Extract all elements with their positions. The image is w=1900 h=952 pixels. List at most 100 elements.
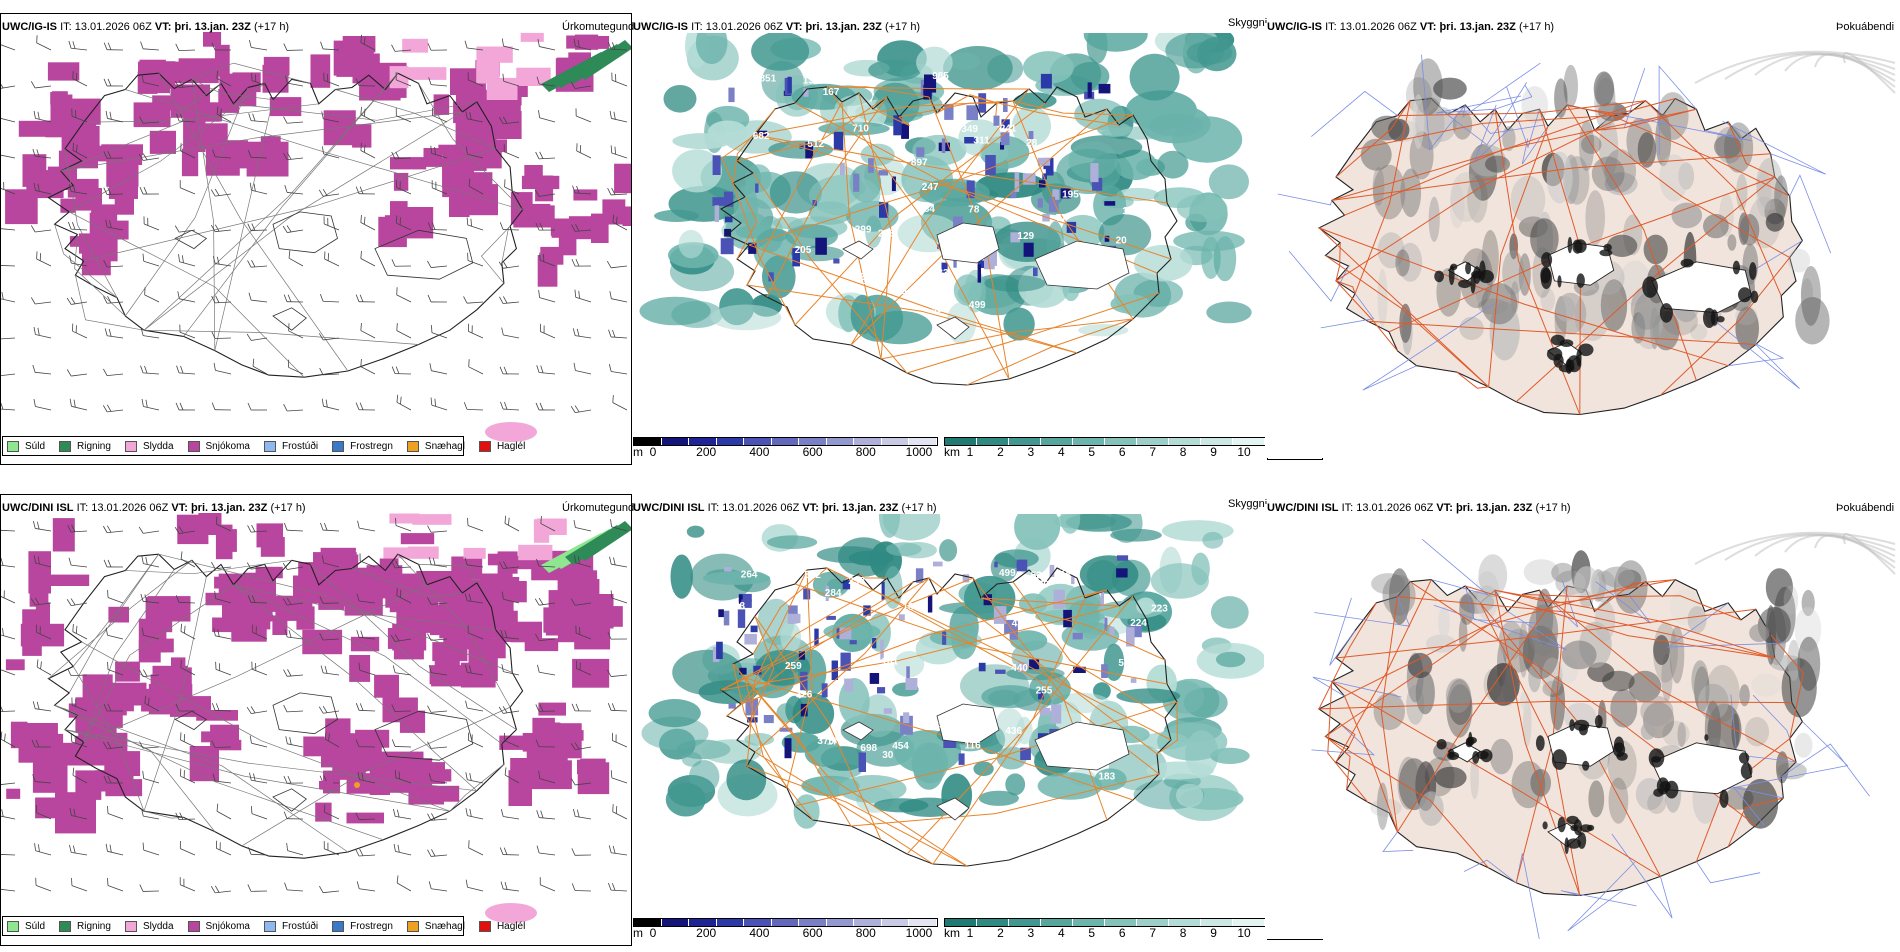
colorbar-tick: 2 xyxy=(997,926,1004,940)
precip-type-map-bottom xyxy=(1,513,632,923)
cloud-base-value: 326 xyxy=(796,690,813,701)
cloud-base-value: 99 xyxy=(931,304,943,315)
header-top-right: UWC/IG-IS IT: 13.01.2026 06Z VT: þri. 13… xyxy=(1267,21,1554,34)
cloud-base-value: 985 xyxy=(932,71,949,82)
legend-label: Súld xyxy=(25,441,45,452)
cloud-base-value: 171 xyxy=(827,737,844,748)
legend-label: Snæhagl xyxy=(425,921,465,932)
colorbar-cell xyxy=(744,919,772,926)
header-bottom-middle: UWC/DINI ISL IT: 13.01.2026 06Z VT: þri.… xyxy=(633,502,937,515)
legend-swatch xyxy=(264,441,276,452)
cloud-base-value: 42 xyxy=(1012,619,1024,630)
cloud-base-value: 28 xyxy=(1026,138,1038,149)
legend-label: Snjókoma xyxy=(206,921,250,932)
legend-label: Frostúði xyxy=(282,921,318,932)
legend-swatch xyxy=(479,441,491,452)
legend-item: Slydda xyxy=(125,441,174,452)
legend-item: Rigning xyxy=(59,441,111,452)
cloud-base-value: 101 xyxy=(882,656,899,667)
colorbar-cell xyxy=(799,438,827,445)
cloud-base-value: 63 xyxy=(734,601,746,612)
colorbar-tick: 3 xyxy=(1028,926,1035,940)
cloud-base-value: 13 xyxy=(963,714,975,725)
colorbar-tick: 800 xyxy=(856,445,876,459)
precip-type-map-top xyxy=(1,32,632,442)
legend-swatch xyxy=(407,921,419,932)
legend-swatch xyxy=(264,921,276,932)
cloud-base-value: 167 xyxy=(823,87,840,98)
colorbar-cell xyxy=(1073,438,1105,445)
cloud-base-value: 30 xyxy=(882,750,894,761)
cloud-base-bar-unit: m xyxy=(633,926,643,940)
colorbar-cell xyxy=(744,438,772,445)
cloud-base-value: 359 xyxy=(934,720,951,731)
fog-map-top xyxy=(1265,23,1900,458)
cloud-base-bar-strip xyxy=(633,437,938,446)
legend-label: Frostregn xyxy=(350,441,393,452)
legend-swatch xyxy=(7,441,19,452)
visibility-bar-strip xyxy=(944,918,1266,927)
colorbar-cell xyxy=(1105,919,1137,926)
colorbar-tick: 5 xyxy=(1088,926,1095,940)
cloud-base-value: 255 xyxy=(1036,685,1053,696)
legend-item: Slydda xyxy=(125,921,174,932)
colorbar-tick: 5 xyxy=(1088,445,1095,459)
legend-label: Rigning xyxy=(77,441,111,452)
cloud-base-value: 238 xyxy=(848,576,865,587)
cloud-base-value: 284 xyxy=(825,588,842,599)
cloud-map-top: 2052518434977311837899192225985243247201… xyxy=(632,33,1264,433)
cloud-base-value: 247 xyxy=(922,182,939,193)
cloud-base-value: 20 xyxy=(1116,235,1128,246)
cloud-base-value: 311 xyxy=(973,135,990,146)
colorbar-cell xyxy=(1009,919,1041,926)
cloud-base-value: 205 xyxy=(795,245,812,256)
legend-label: Frostregn xyxy=(350,921,393,932)
colorbar-cell xyxy=(799,919,827,926)
cloud-base-value: 682 xyxy=(753,131,770,142)
fog-panel-top xyxy=(1265,13,1900,458)
colorbar-tick: 800 xyxy=(856,926,876,940)
visibility-bar-strip xyxy=(944,437,1266,446)
cloud-base-value: 129 xyxy=(1017,231,1034,242)
colorbar-cell xyxy=(772,919,800,926)
legend-label: Snjókoma xyxy=(206,441,250,452)
cloud-base-value: 22 xyxy=(1060,567,1072,578)
colorbar-cell xyxy=(689,438,717,445)
cloud-base-value: 440 xyxy=(1011,663,1028,674)
colorbar-tick: 1 xyxy=(967,926,974,940)
legend-swatch xyxy=(332,441,344,452)
precip-type-panel-top xyxy=(0,13,632,465)
colorbar-cell xyxy=(772,438,800,445)
legend-item: Haglél xyxy=(479,921,525,932)
cloud-base-value: 512 xyxy=(807,139,824,150)
legend-swatch xyxy=(7,921,19,932)
colorbar-tick: 400 xyxy=(749,926,769,940)
colorbar-tick: 400 xyxy=(749,445,769,459)
colorbar-cell xyxy=(1009,438,1041,445)
colorbar-cell xyxy=(1233,919,1265,926)
header-bottom-left: UWC/DINI ISL IT: 13.01.2026 06Z VT: þri.… xyxy=(2,502,306,515)
cloud-base-value: 499 xyxy=(999,568,1016,579)
cloud-base-value: 184 xyxy=(918,204,935,215)
legend-item: Frostregn xyxy=(332,441,393,452)
precip-type-panel-bottom xyxy=(0,494,632,946)
colorbar-tick: 8 xyxy=(1180,445,1187,459)
fog-panel-bottom xyxy=(1265,494,1900,939)
legend-item: Rigning xyxy=(59,921,111,932)
colorbar-cell xyxy=(1201,919,1233,926)
colorbar-cell xyxy=(854,438,882,445)
cloud-base-bar-unit: m xyxy=(633,445,643,459)
legend-item: Súld xyxy=(7,441,45,452)
legend-swatch xyxy=(125,921,137,932)
colorbar-cell xyxy=(827,438,855,445)
colorbar-tick: 0 xyxy=(650,926,657,940)
cloud-base-value: 642 xyxy=(782,158,799,169)
cloud-base-value: 312 xyxy=(875,136,892,147)
